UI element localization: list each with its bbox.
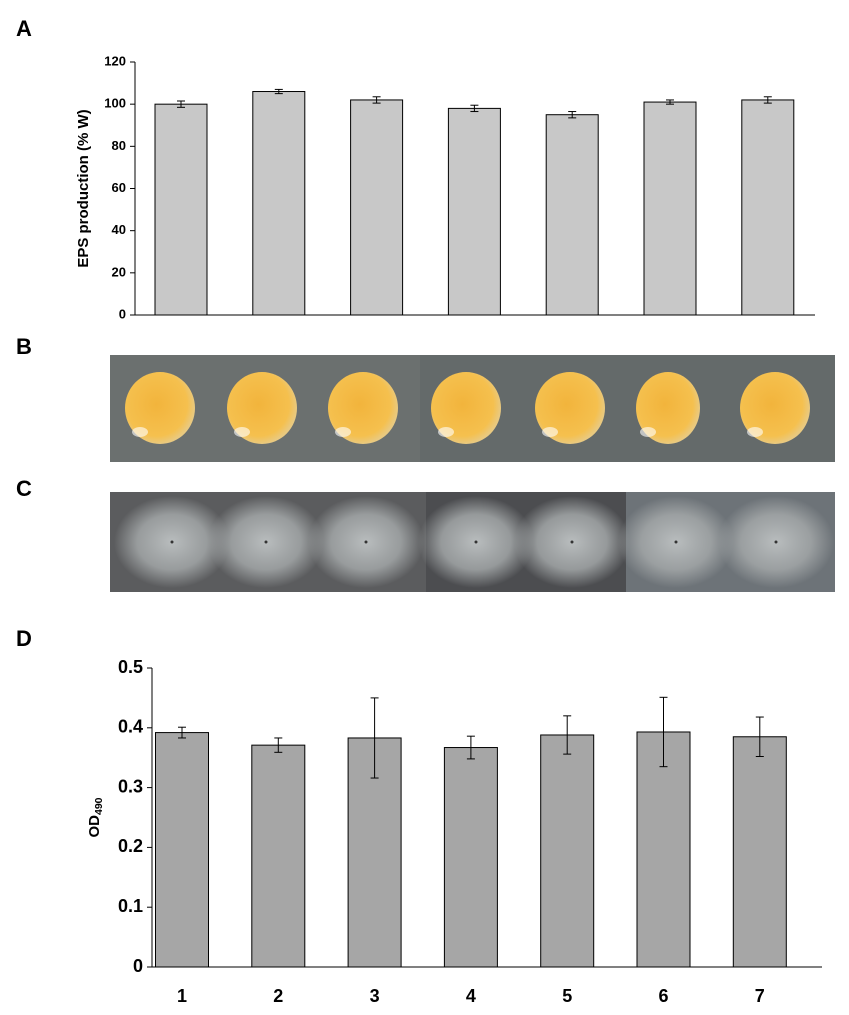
inoculation-point (171, 541, 174, 544)
colony-shine (335, 427, 351, 437)
bar (644, 102, 696, 315)
bar (448, 108, 500, 315)
panel-label: A (16, 16, 32, 41)
x-tick-label: 6 (658, 986, 668, 1006)
x-tick-label: 3 (370, 986, 380, 1006)
bar (742, 100, 794, 315)
y-tick-label: 0.1 (118, 896, 143, 916)
colony-shine (640, 427, 656, 437)
bar (155, 104, 207, 315)
y-tick-label: 0.4 (118, 717, 143, 737)
inoculation-point (775, 541, 778, 544)
y-axis-label: EPS production (% W) (75, 109, 92, 267)
bar (637, 732, 690, 967)
bar (253, 92, 305, 315)
y-tick-label: 0.2 (118, 836, 143, 856)
colony-shine (132, 427, 148, 437)
bar (351, 100, 403, 315)
y-tick-label: 80 (112, 138, 126, 153)
inoculation-point (571, 541, 574, 544)
bar (546, 115, 598, 315)
colony-shine (747, 427, 763, 437)
x-tick-label: 1 (177, 986, 187, 1006)
x-tick-label: 5 (562, 986, 572, 1006)
y-axis-label-subscript: 490 (93, 797, 105, 815)
x-tick-label: 7 (755, 986, 765, 1006)
colony-shine (234, 427, 250, 437)
y-axis-label-text: EPS production (% W) (75, 109, 92, 267)
y-tick-label: 0.5 (118, 657, 143, 677)
bar (252, 745, 305, 967)
bar (156, 733, 209, 967)
figure: B C A020406080100120EPS production (% W)… (0, 0, 849, 1010)
photo-c (110, 492, 835, 592)
colony-shine (542, 427, 558, 437)
bar (733, 737, 786, 967)
bar (444, 748, 497, 967)
panel-label: C (16, 476, 32, 501)
photo-b (110, 355, 835, 462)
inoculation-point (475, 541, 478, 544)
y-tick-label: 60 (112, 180, 126, 195)
y-tick-label: 0.3 (118, 776, 143, 796)
y-tick-label: 100 (104, 96, 126, 111)
bar (541, 735, 594, 967)
inoculation-point (365, 541, 368, 544)
y-axis-label-text: OD (86, 815, 103, 838)
inoculation-point (265, 541, 268, 544)
y-tick-label: 40 (112, 222, 126, 237)
y-tick-label: 120 (104, 53, 126, 68)
inoculation-point (675, 541, 678, 544)
x-tick-label: 2 (273, 986, 283, 1006)
panel-label: D (16, 626, 32, 651)
y-axis-label: OD490 (86, 797, 105, 837)
colony-shine (438, 427, 454, 437)
y-tick-label: 0 (133, 956, 143, 976)
x-tick-label: 4 (466, 986, 476, 1006)
y-tick-label: 0 (119, 306, 126, 321)
panel-label: B (16, 334, 32, 359)
y-tick-label: 20 (112, 264, 126, 279)
